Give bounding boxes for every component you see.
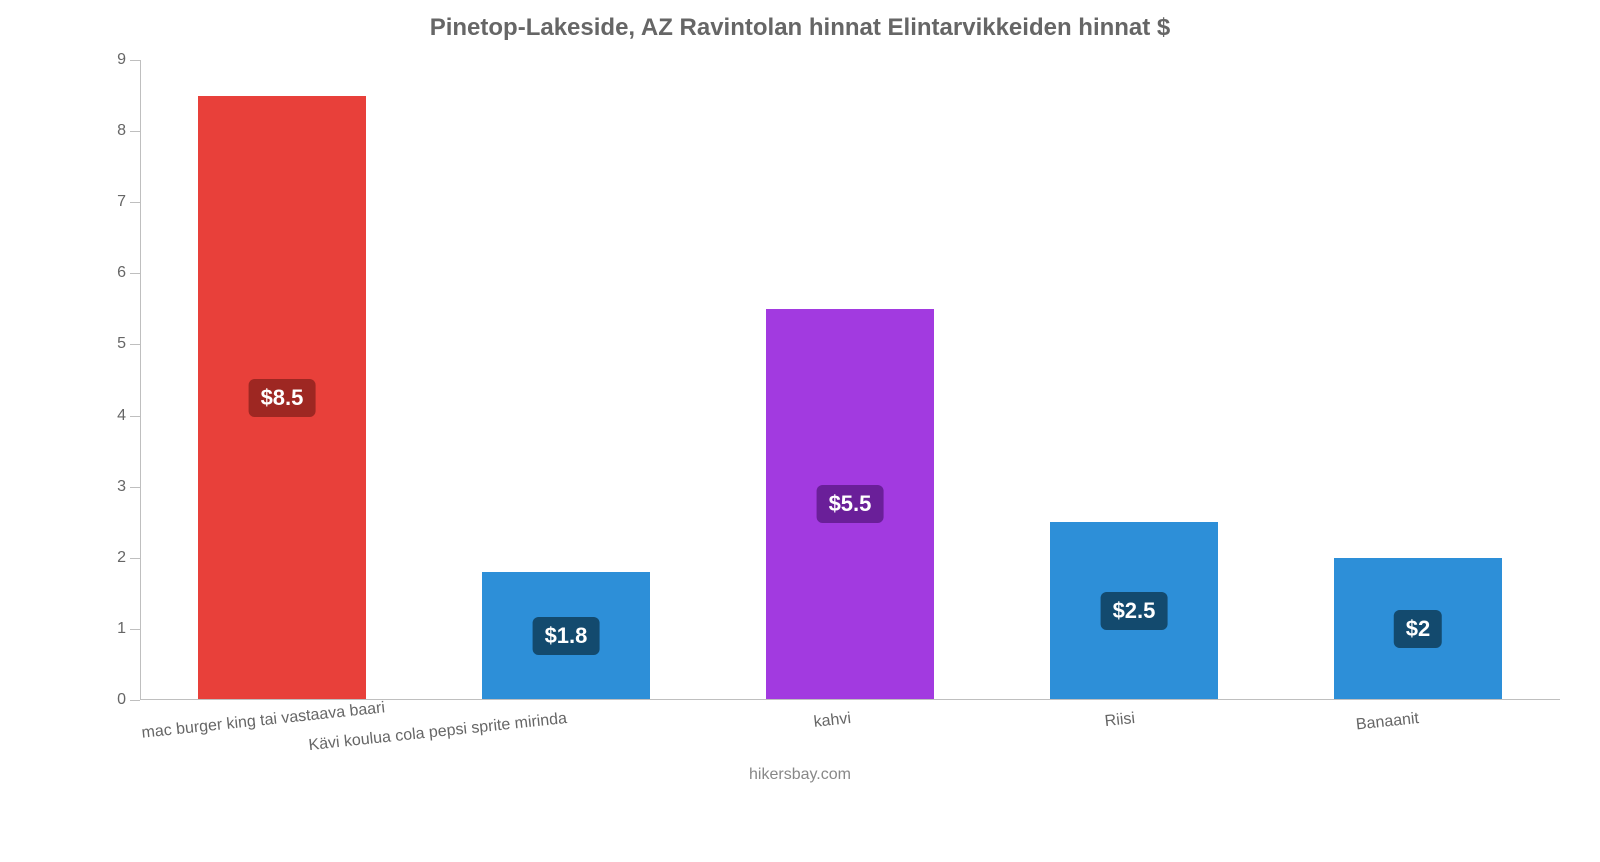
y-tick-label: 6 — [117, 264, 140, 282]
chart-caption: hikersbay.com — [0, 766, 1600, 784]
y-tick-label: 5 — [117, 335, 140, 353]
y-tick-label: 9 — [117, 51, 140, 69]
bar: $2 — [1333, 557, 1503, 699]
x-tick-label: mac burger king tai vastaava baari — [141, 710, 284, 743]
bar-value-badge: $1.8 — [533, 617, 600, 655]
y-tick-label: 8 — [117, 122, 140, 140]
y-tick-label: 3 — [117, 478, 140, 496]
bar-value-badge: $5.5 — [817, 485, 884, 523]
y-tick-label: 1 — [117, 620, 140, 638]
chart-title: Pinetop-Lakeside, AZ Ravintolan hinnat E… — [0, 14, 1600, 42]
bar-value-badge: $2.5 — [1101, 592, 1168, 630]
bar: $8.5 — [197, 95, 367, 699]
plot-area: 0123456789 $8.5$1.8$5.5$2.5$2 mac burger… — [140, 60, 1560, 700]
bar: $2.5 — [1049, 521, 1219, 699]
bar-value-badge: $8.5 — [249, 379, 316, 417]
y-tick-label: 7 — [117, 193, 140, 211]
y-tick-label: 4 — [117, 407, 140, 425]
bar: $5.5 — [765, 308, 935, 699]
bar: $1.8 — [481, 571, 651, 699]
chart-container: Pinetop-Lakeside, AZ Ravintolan hinnat E… — [0, 0, 1600, 800]
y-tick-label: 2 — [117, 549, 140, 567]
bars-group: $8.5 $1.8 $5.5 $2.5 $2 — [140, 60, 1560, 700]
bar-value-badge: $2 — [1394, 610, 1442, 648]
y-tick-label: 0 — [117, 691, 140, 709]
